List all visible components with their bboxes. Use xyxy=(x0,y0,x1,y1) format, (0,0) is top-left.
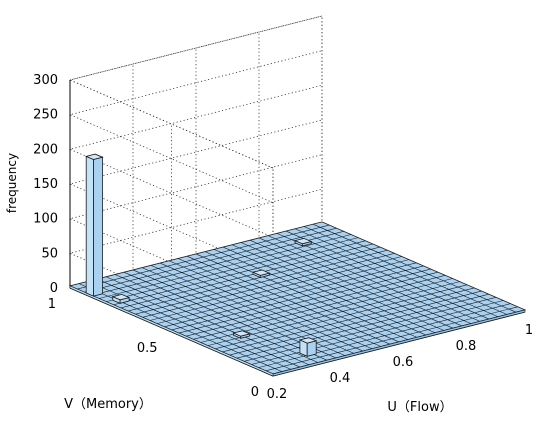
bar-4 xyxy=(232,330,251,339)
bar-front xyxy=(93,156,103,297)
floor-side xyxy=(69,285,274,377)
bar-top xyxy=(111,293,131,301)
floor-line xyxy=(164,262,417,328)
floor-line xyxy=(113,240,366,306)
x-tick-label: 0.8 xyxy=(456,339,477,354)
y-tick-label: 0 xyxy=(251,385,259,400)
box-edge xyxy=(69,79,274,169)
floor-line xyxy=(240,242,445,331)
floor-line xyxy=(276,233,481,322)
bar-top xyxy=(232,330,251,337)
floor-line xyxy=(171,265,424,331)
floor-line xyxy=(106,237,359,302)
floor-line xyxy=(149,256,402,321)
floor-grid xyxy=(68,221,527,377)
z-tick-label: 300 xyxy=(33,73,58,88)
x-tick-label: 0.4 xyxy=(330,371,351,386)
floor-line xyxy=(285,230,490,320)
floor-line xyxy=(142,253,395,318)
floor-line xyxy=(231,244,436,334)
floor-line xyxy=(267,235,472,324)
floor-line xyxy=(258,237,463,327)
z-tick-label: 150 xyxy=(33,177,58,192)
bar-1 xyxy=(293,237,313,247)
floor-line xyxy=(294,228,499,318)
z-tick-label: 250 xyxy=(33,108,58,123)
x-tick-label: 0.2 xyxy=(267,387,288,402)
y-tick-label: 0.5 xyxy=(137,341,158,356)
floor-line xyxy=(84,227,337,293)
floor-line xyxy=(98,234,352,299)
bar-0 xyxy=(84,153,104,297)
floor-line xyxy=(303,226,508,315)
bar-5 xyxy=(298,337,318,357)
bar-3 xyxy=(251,269,271,279)
floor-line xyxy=(120,243,373,309)
floor-line xyxy=(222,246,427,336)
floor-line xyxy=(135,249,388,315)
z-tick-label: 0 xyxy=(50,281,58,296)
x-tick-label: 0.6 xyxy=(393,355,414,370)
floor-line xyxy=(213,249,418,338)
z-tick-label: 200 xyxy=(33,142,58,157)
z-axis-label: frequency xyxy=(5,153,19,213)
x-tick-label: 1 xyxy=(525,323,533,338)
floor-line xyxy=(127,246,381,312)
z-tick-label: 100 xyxy=(33,212,58,227)
floor-line xyxy=(204,251,409,340)
bars xyxy=(84,153,318,357)
y-axis-label: V（Memory） xyxy=(64,397,152,412)
bar-top xyxy=(251,269,271,276)
bar-side xyxy=(85,155,94,297)
floor-line xyxy=(156,259,410,324)
floor-line xyxy=(249,239,454,329)
floor-line xyxy=(312,223,517,313)
x-axis-label: U（Flow） xyxy=(387,400,452,415)
z-tick-label: 50 xyxy=(41,246,58,261)
floor-line xyxy=(77,224,330,290)
bar-top xyxy=(84,153,104,160)
y-tick-label: 1 xyxy=(48,297,56,312)
box-edge xyxy=(69,15,323,81)
bar-2 xyxy=(111,293,131,304)
bar-top xyxy=(293,237,313,245)
bar-top xyxy=(298,337,318,344)
